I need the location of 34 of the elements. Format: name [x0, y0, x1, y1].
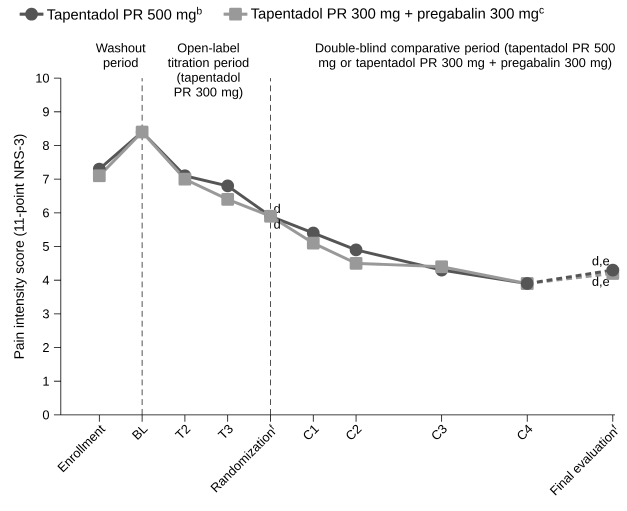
- y-tick-label: 10: [36, 74, 50, 83]
- x-tick-label: T2: [174, 424, 191, 438]
- point: [221, 180, 234, 192]
- x-tick-label: C4: [518, 424, 532, 440]
- y-tick-label: 5: [42, 242, 49, 251]
- y-tick-label: 7: [43, 174, 49, 184]
- y-tick-label: 3: [42, 309, 49, 318]
- x-tick-label: BL: [132, 426, 148, 440]
- y-tick-label: 2: [43, 343, 49, 352]
- annotation: d,e: [592, 256, 610, 267]
- y-tick-label: 4: [42, 276, 50, 285]
- point: [350, 256, 362, 270]
- y-tick-label: 0: [42, 410, 50, 420]
- text: Double-blind comparative period (tapentadol PR 500 mg or tapentadol PR 300 mg + pregabalin 300 mg): [316, 43, 615, 70]
- point: [435, 260, 448, 274]
- annotation: d: [274, 219, 280, 229]
- point: [306, 236, 320, 250]
- point: [221, 193, 234, 206]
- x-tick-label: C3: [432, 424, 447, 440]
- text: Washout period: [96, 43, 146, 70]
- point: [178, 172, 192, 186]
- y-tick-label: 6: [43, 208, 49, 218]
- y-tick-label: 9: [43, 107, 49, 116]
- legend-label: Tapentadol PR 500 mg$^{b}$: [47, 6, 202, 23]
- annotation: d,e: [592, 276, 610, 288]
- x-tick-label: C1: [304, 425, 320, 440]
- annotation: Open-label titration period (tapentadol PR 300 mg): [168, 43, 248, 100]
- x-tick-label: C2: [346, 424, 362, 440]
- point: [350, 244, 362, 256]
- y-tick-label: 8: [42, 140, 49, 150]
- point: [92, 169, 106, 182]
- y-axis-title: Pain intensity score (11-point NRS-3): [14, 134, 27, 358]
- legend-label: Tapentadol PR 300 mg + pregabalin 300 mg$^{c}$: [251, 8, 544, 22]
- y-tick-label: 1: [43, 376, 49, 386]
